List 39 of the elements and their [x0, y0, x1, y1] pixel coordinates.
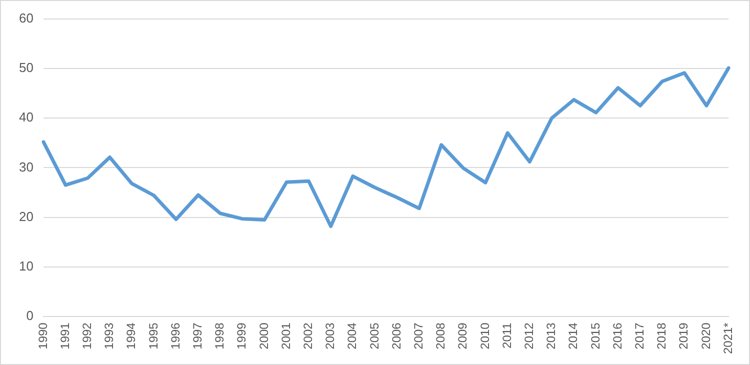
- x-tick-label: 1992: [80, 322, 94, 350]
- x-tick-label: 2012: [522, 322, 536, 350]
- y-tick-label: 30: [18, 159, 34, 174]
- x-tick-label: 2007: [411, 322, 426, 350]
- x-tick-label: 1997: [190, 322, 204, 350]
- x-tick-label: 1991: [58, 322, 72, 350]
- x-tick-label: 2005: [367, 322, 382, 350]
- x-tick-label: 2002: [300, 322, 315, 350]
- x-tick-label: 2014: [566, 322, 580, 350]
- x-tick-label: 2004: [345, 322, 360, 350]
- x-tick-label: 1996: [168, 322, 182, 350]
- x-tick-label: 2018: [654, 322, 669, 350]
- x-tick-label: 2010: [478, 322, 492, 350]
- x-tick-label: 2003: [323, 322, 338, 350]
- x-tick-label: 1990: [36, 322, 50, 350]
- x-tick-label: 2001: [278, 322, 293, 350]
- y-tick-label: 40: [18, 110, 34, 125]
- x-tick-label: 1994: [124, 322, 138, 350]
- y-tick-label: 0: [26, 308, 34, 324]
- x-tick-label: 1999: [234, 322, 249, 350]
- x-tick-label: 2006: [389, 322, 404, 350]
- x-tick-label: 1995: [146, 322, 160, 350]
- y-tick-label: 50: [18, 60, 34, 76]
- x-tick-label: 2017: [632, 322, 647, 350]
- y-tick-label: 10: [18, 258, 34, 274]
- x-tick-label: 2011: [500, 322, 514, 348]
- x-tick-label: 2020: [698, 322, 713, 350]
- x-tick-label: 2013: [544, 322, 558, 350]
- x-tick-label: 1993: [102, 322, 116, 350]
- x-tick-label: 2015: [588, 322, 602, 350]
- x-tick-label: 2021*: [720, 322, 735, 354]
- x-tick-label: 2000: [256, 322, 271, 350]
- x-tick-label: 1998: [212, 322, 227, 350]
- x-tick-label: 2008: [434, 322, 448, 350]
- x-tick-label: 2016: [610, 322, 624, 350]
- y-tick-label: 60: [18, 10, 34, 26]
- y-tick-label: 20: [18, 208, 34, 224]
- x-tick-label: 2009: [456, 322, 470, 350]
- x-tick-label: 2019: [676, 322, 691, 350]
